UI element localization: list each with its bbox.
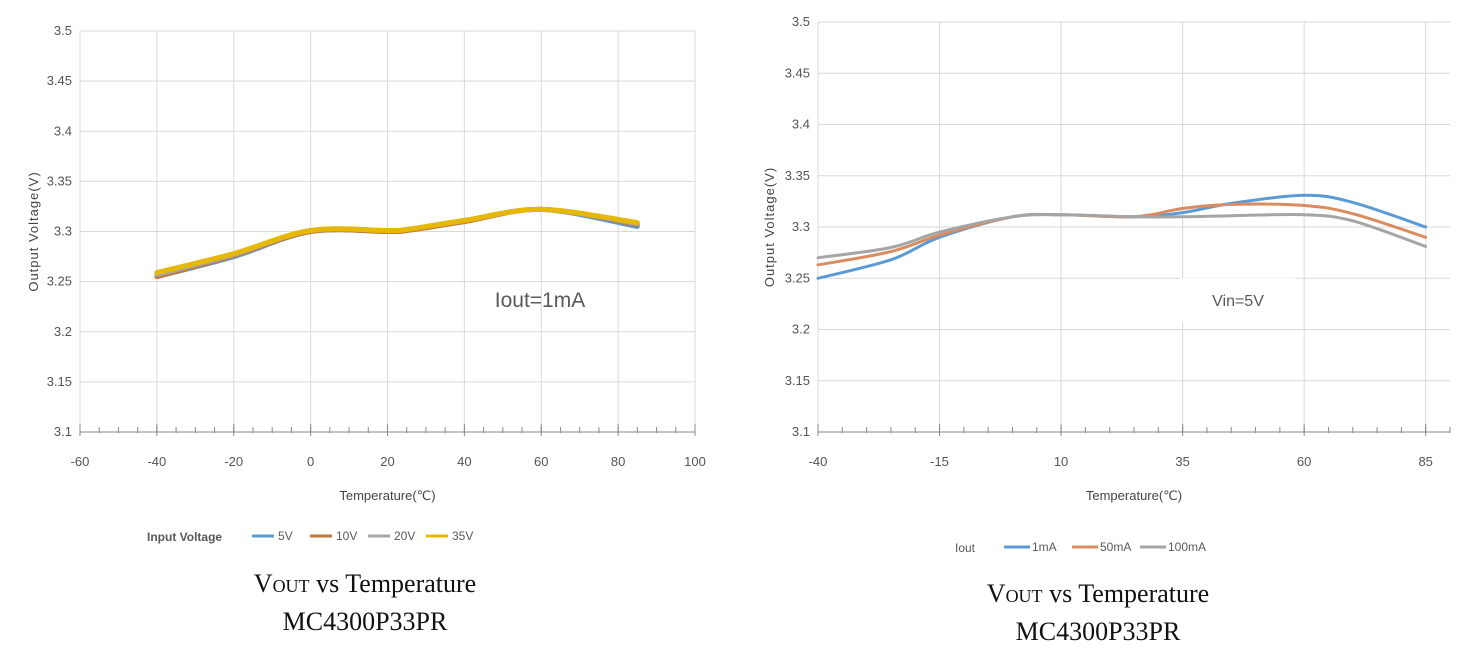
legend-label-1ma: 1mA — [1032, 540, 1057, 554]
series-line-50ma — [816, 202, 1428, 267]
y-tick-label: 3.2 — [54, 324, 72, 339]
legend-title: Input Voltage — [147, 530, 222, 544]
caption-left-sub: OUT — [272, 576, 310, 596]
x-tick-label: 100 — [684, 454, 706, 469]
y-axis-title: Output Voltage(V) — [762, 167, 777, 287]
chart-vout-vs-temp-input-voltage: 3.1 3.15 3.2 3.25 3.3 3.35 3.4 3.45 3.5 -60 -40 -20… — [26, 23, 706, 544]
y-tick-label: 3.45 — [785, 65, 810, 80]
y-tick-label: 3.1 — [54, 424, 72, 439]
caption-right: VOUT vs Temperature MC4300P33PR — [898, 576, 1298, 650]
x-tick-label: 35 — [1175, 454, 1189, 469]
y-tick-label: 3.4 — [54, 123, 72, 138]
y-tick-label: 3.25 — [785, 270, 810, 285]
x-tick-label: 60 — [1297, 454, 1311, 469]
x-axis-title: Temperature(℃) — [1086, 488, 1182, 503]
y-tick-label: 3.4 — [792, 117, 810, 132]
x-tick-label: 60 — [534, 454, 548, 469]
legend-label-5v: 5V — [278, 529, 293, 543]
y-tick-label: 3.35 — [47, 173, 72, 188]
series-line-35v — [154, 206, 640, 276]
legend-title: Iout — [955, 541, 976, 555]
annotation-text: Iout=1mA — [495, 289, 585, 312]
x-tick-label: 40 — [457, 454, 471, 469]
caption-left-v: V — [253, 569, 273, 598]
x-tick-label: -15 — [930, 454, 949, 469]
series-line-100ma — [816, 212, 1428, 260]
series-line-1ma — [816, 193, 1428, 280]
x-tick-label: 85 — [1418, 454, 1432, 469]
y-tick-label: 3.25 — [47, 274, 72, 289]
caption-right-rest: vs Temperature — [1042, 579, 1210, 608]
x-tick-label: 20 — [380, 454, 394, 469]
y-tick-label: 3.15 — [785, 373, 810, 388]
y-tick-label: 3.3 — [792, 219, 810, 234]
caption-right-part: MC4300P33PR — [1015, 617, 1181, 646]
legend-label-35v: 35V — [452, 529, 473, 543]
x-tick-label: 80 — [611, 454, 625, 469]
y-tick-label: 3.2 — [792, 322, 810, 337]
x-tick-label: -20 — [224, 454, 243, 469]
x-tick-label: 0 — [307, 454, 314, 469]
x-axis-title: Temperature(℃) — [339, 488, 435, 503]
y-tick-label: 3.5 — [54, 23, 72, 38]
y-tick-label: 3.15 — [47, 374, 72, 389]
legend-label-10v: 10V — [336, 529, 357, 543]
y-tick-label: 3.35 — [785, 168, 810, 183]
annotation-box — [1180, 278, 1296, 322]
chart-vout-vs-temp-iout: 3.1 3.15 3.2 3.25 3.3 3.35 3.4 3.45 3.5 -40 -15 10 3… — [762, 14, 1451, 555]
caption-right-v: V — [986, 579, 1006, 608]
x-tick-label: -40 — [147, 454, 166, 469]
y-tick-label: 3.5 — [792, 14, 810, 29]
caption-right-sub: OUT — [1005, 586, 1043, 606]
y-tick-label: 3.1 — [792, 424, 810, 439]
series-line-5v — [154, 206, 640, 280]
legend-label-50ma: 50mA — [1100, 540, 1131, 554]
series-line-10v — [154, 206, 640, 280]
caption-left: VOUT vs Temperature MC4300P33PR — [165, 566, 565, 640]
x-tick-label: -60 — [71, 454, 90, 469]
caption-left-part: MC4300P33PR — [282, 607, 448, 636]
legend-label-20v: 20V — [394, 529, 415, 543]
caption-left-rest: vs Temperature — [309, 569, 477, 598]
x-tick-label: 10 — [1054, 454, 1068, 469]
y-tick-label: 3.3 — [54, 224, 72, 239]
legend-label-100ma: 100mA — [1168, 540, 1206, 554]
y-tick-label: 3.45 — [47, 73, 72, 88]
annotation-text: Vin=5V — [1212, 293, 1264, 310]
y-axis-title: Output Voltage(V) — [26, 171, 41, 291]
series-line-20v — [154, 206, 640, 278]
x-tick-label: -40 — [809, 454, 828, 469]
